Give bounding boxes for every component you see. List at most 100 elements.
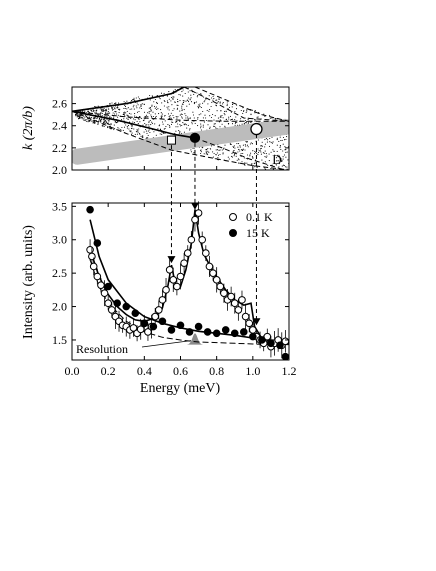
continuum-dot: [115, 102, 117, 104]
continuum-dot: [173, 96, 175, 98]
continuum-dot: [92, 110, 94, 113]
continuum-dot: [220, 109, 222, 112]
continuum-dot: [222, 117, 224, 119]
continuum-dot: [133, 116, 135, 118]
continuum-dot: [209, 126, 211, 128]
continuum-dot: [245, 122, 248, 124]
continuum-dot: [145, 137, 147, 139]
data-point-15K: [212, 329, 221, 338]
continuum-dot: [266, 141, 268, 143]
continuum-dot: [221, 114, 223, 117]
continuum-dot: [155, 101, 158, 103]
continuum-dot: [276, 137, 278, 139]
continuum-dot: [215, 127, 217, 129]
continuum-dot: [285, 149, 287, 151]
continuum-dot: [147, 116, 149, 118]
continuum-dot: [200, 113, 202, 115]
continuum-dot: [244, 162, 246, 164]
continuum-dot: [212, 151, 214, 153]
continuum-dot: [207, 103, 209, 105]
continuum-dot: [144, 116, 146, 118]
continuum-dot: [249, 121, 251, 123]
continuum-dot: [187, 101, 190, 103]
continuum-dot: [276, 139, 278, 141]
continuum-dot: [173, 108, 175, 110]
continuum-dot: [192, 111, 194, 113]
data-point-15K: [149, 322, 158, 331]
continuum-dot: [261, 145, 263, 147]
continuum-dot: [202, 110, 204, 113]
continuum-dot: [217, 117, 219, 119]
continuum-dot: [130, 100, 133, 102]
continuum-dot: [207, 150, 209, 152]
continuum-dot: [264, 161, 266, 163]
continuum-dot: [180, 113, 182, 115]
continuum-dot: [242, 152, 244, 155]
continuum-dot: [251, 155, 253, 158]
data-point-15K: [158, 317, 167, 326]
continuum-dot: [154, 107, 156, 109]
continuum-dot: [106, 122, 108, 124]
continuum-dot: [269, 114, 271, 116]
continuum-dot: [161, 117, 163, 119]
top-ytick-label: 2.6: [52, 97, 67, 111]
arrow-head: [167, 256, 176, 264]
continuum-dot: [241, 161, 243, 163]
continuum-dot: [76, 115, 78, 117]
continuum-dot: [185, 100, 187, 102]
continuum-dot: [181, 103, 183, 105]
continuum-dot: [226, 101, 228, 103]
continuum-dot: [264, 168, 266, 170]
continuum-dot: [130, 130, 132, 132]
continuum-dot: [106, 119, 108, 121]
data-point-0p1K: [176, 272, 185, 281]
continuum-dot: [195, 101, 198, 103]
continuum-dot: [150, 109, 152, 111]
continuum-dot: [104, 122, 106, 124]
continuum-dot: [126, 110, 128, 112]
continuum-dot: [172, 114, 174, 117]
data-point-0p1K: [216, 282, 225, 291]
continuum-dot: [92, 117, 94, 120]
continuum-dot: [203, 101, 205, 103]
continuum-dot: [254, 110, 256, 112]
continuum-dot: [205, 150, 207, 152]
continuum-dot: [276, 150, 278, 152]
continuum-dot: [199, 106, 201, 108]
continuum-dot: [104, 120, 106, 122]
continuum-dot: [104, 115, 106, 117]
continuum-dot: [254, 166, 256, 168]
continuum-dot: [200, 152, 202, 155]
continuum-dot: [242, 144, 244, 146]
continuum-dot: [246, 109, 248, 111]
continuum-dot: [182, 122, 184, 124]
continuum-dot: [175, 130, 177, 132]
continuum-dot: [239, 150, 241, 152]
continuum-dot: [185, 117, 187, 119]
continuum-dot: [260, 147, 262, 149]
continuum-dot: [94, 110, 96, 112]
continuum-dot: [267, 139, 269, 141]
continuum-dot: [95, 112, 97, 114]
continuum-dot: [123, 101, 125, 103]
continuum-dot: [106, 110, 108, 112]
continuum-dot: [163, 105, 165, 107]
continuum-dot: [170, 100, 172, 102]
continuum-dot: [190, 94, 192, 96]
continuum-dot: [214, 158, 216, 160]
continuum-dot: [219, 126, 221, 128]
continuum-dot: [220, 115, 222, 117]
continuum-dot: [256, 116, 258, 118]
continuum-dot: [179, 120, 181, 122]
data-point-0p1K: [241, 312, 250, 321]
continuum-dot: [80, 115, 82, 117]
continuum-dot: [179, 131, 181, 133]
legend-label-15K: 15 K: [246, 226, 270, 240]
bottom-ytick-label: 3.0: [52, 233, 67, 247]
continuum-dot: [217, 149, 219, 151]
continuum-dot: [123, 118, 125, 120]
data-point-0p1K: [187, 235, 196, 244]
continuum-dot: [121, 126, 123, 129]
continuum-dot: [281, 139, 283, 141]
continuum-dot: [133, 97, 135, 99]
